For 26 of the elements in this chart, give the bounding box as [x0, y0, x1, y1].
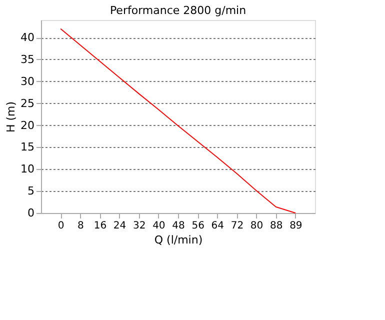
x-tick-label: 72 — [230, 220, 244, 232]
y-tick-label: 30 — [20, 74, 34, 88]
x-tick-label: 16 — [94, 220, 107, 232]
x-tick-label: 32 — [132, 220, 146, 232]
x-tick-label: 40 — [152, 220, 166, 232]
x-tick-label: 80 — [250, 220, 264, 232]
y-tick-label: 20 — [20, 118, 34, 132]
x-tick-label: 64 — [211, 220, 224, 232]
x-tick-label: 48 — [172, 220, 185, 232]
x-tick-label: 56 — [192, 220, 204, 232]
y-tick-label: 15 — [20, 140, 34, 154]
y-tick-label: 10 — [20, 162, 34, 176]
x-tick-label: 88 — [270, 220, 283, 232]
y-axis-title: H (m) — [4, 101, 18, 133]
x-axis-title: Q (l/min) — [154, 234, 203, 246]
y-tick-label: 35 — [20, 52, 34, 66]
x-tick-label: 24 — [113, 220, 126, 232]
y-tick-label: 40 — [20, 31, 34, 44]
y-tick-label: 0 — [28, 206, 34, 220]
x-tick-label: 89 — [290, 220, 302, 232]
chart-title: Performance 2800 g/min — [110, 4, 246, 17]
x-tick-label: 0 — [58, 220, 64, 232]
y-tick-label: 5 — [28, 184, 34, 198]
x-tick-label: 8 — [77, 220, 84, 232]
line-series — [60, 28, 296, 214]
y-tick-label: 25 — [20, 96, 34, 110]
